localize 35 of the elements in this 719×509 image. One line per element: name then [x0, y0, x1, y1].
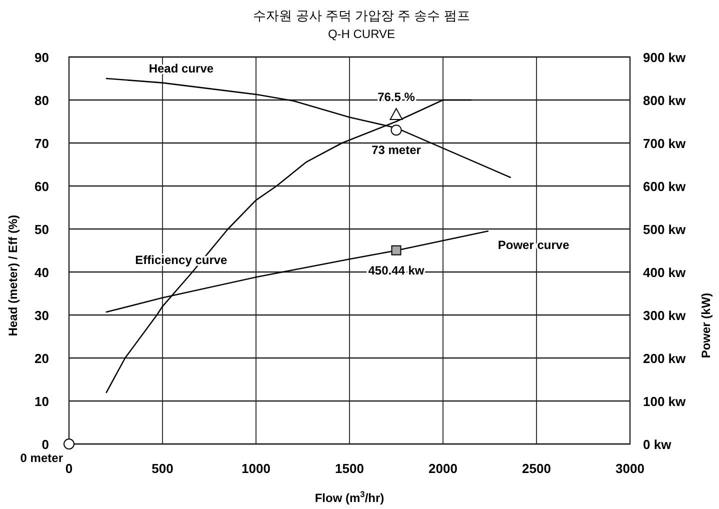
- title: 수자원 공사 주덕 가압장 주 송수 펌프: [253, 8, 470, 23]
- y-tick: 10: [34, 394, 49, 409]
- x-label: Flow (m$^{3}$/hr): [314, 489, 384, 505]
- y-label: Head (meter) / Eff (%): [6, 214, 20, 336]
- y2-tick: 200 kw: [643, 351, 686, 366]
- x-tick: 2500: [522, 461, 551, 476]
- x-tick: 2000: [428, 461, 458, 476]
- x-tick: 500: [152, 461, 174, 476]
- y-tick: 30: [34, 308, 49, 323]
- y-tick: 50: [34, 222, 49, 237]
- subtitle: Q-H CURVE: [328, 27, 396, 41]
- x-tick: 1500: [335, 461, 364, 476]
- y2-tick: 0 kw: [643, 437, 672, 452]
- y2-tick: 500 kw: [643, 222, 686, 237]
- y-tick: 40: [34, 265, 49, 280]
- data-label: 73 meter: [372, 143, 421, 158]
- y-tick: 20: [34, 351, 49, 366]
- y2-tick: 400 kw: [643, 265, 686, 280]
- y2-tick: 600 kw: [643, 179, 686, 194]
- x-tick: 3000: [616, 461, 644, 476]
- y-tick: 90: [34, 50, 49, 65]
- series-name: Power curve: [498, 238, 570, 252]
- y2-tick: 900 kw: [643, 50, 686, 65]
- y-tick: 80: [34, 93, 49, 108]
- data-label: 0 meter: [20, 451, 63, 465]
- x-tick: 0: [65, 461, 73, 476]
- y-tick: 60: [34, 179, 49, 194]
- y2-tick: 800 kw: [643, 93, 686, 108]
- y-tick: 0: [42, 437, 49, 452]
- y2-tick: 100 kw: [643, 394, 686, 409]
- y2-tick: 300 kw: [643, 308, 686, 323]
- y-tick: 70: [34, 136, 49, 151]
- y2-tick: 700 kw: [643, 136, 686, 151]
- y2-label: Power (kW): [699, 292, 713, 358]
- x-tick: 1000: [242, 461, 270, 476]
